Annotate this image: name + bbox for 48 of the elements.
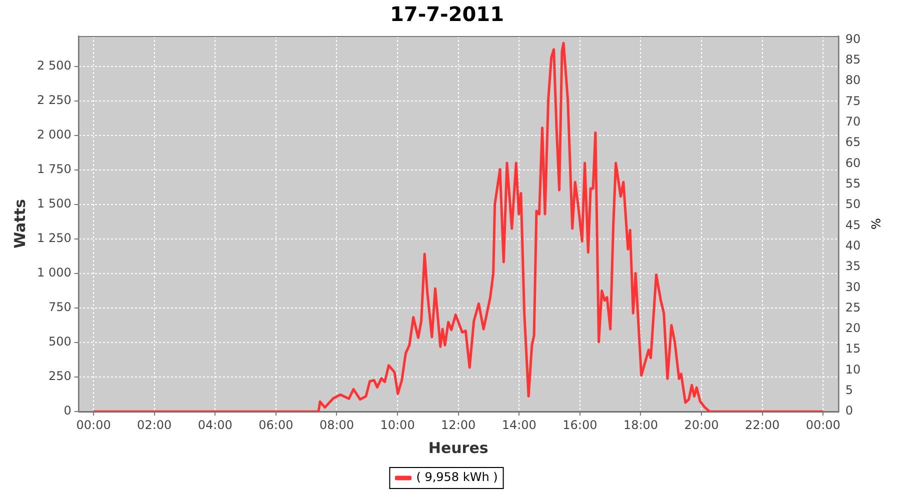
y-tick-label: 250 [48, 369, 72, 384]
x-tick-label: 08:00 [319, 418, 354, 432]
legend-label: ( 9,958 kWh ) [416, 470, 498, 484]
x-tick-label: 16:00 [562, 418, 598, 432]
x-tick-label: 02:00 [137, 418, 172, 432]
x-tick-label: 20:00 [684, 418, 719, 432]
x-tick-label: 06:00 [258, 418, 294, 432]
y-tick-label: 0 [64, 404, 72, 418]
x-tick-label: 00:00 [76, 418, 111, 432]
y2-tick-label: 20 [845, 321, 861, 336]
y-tick-label: 2 000 [36, 128, 72, 142]
y2-tick-label: 25 [845, 300, 861, 314]
y2-tick-label: 65 [845, 135, 861, 150]
x-axis-title: Heures [428, 438, 488, 457]
y2-tick-label: 10 [845, 362, 861, 376]
y-axis-title: Watts [10, 199, 29, 249]
y-tick-label: 1 000 [36, 266, 72, 280]
y2-tick-label: 75 [845, 94, 861, 108]
x-tick-label: 14:00 [502, 418, 536, 432]
y2-tick-label: 0 [845, 404, 853, 418]
y2-tick-label: 35 [845, 259, 861, 274]
y2-tick-label: 15 [845, 342, 861, 356]
y2-tick-label: 5 [845, 383, 853, 398]
y-tick-label: 2 250 [36, 93, 72, 108]
x-tick-label: 18:00 [623, 418, 658, 432]
y2-tick-label: 45 [845, 218, 861, 232]
x-tick-label: 12:00 [441, 418, 476, 432]
y-tick-label: 750 [48, 300, 72, 314]
y2-tick-label: 85 [845, 52, 861, 67]
y2-tick-label: 90 [845, 32, 861, 46]
x-tick-label: 10:00 [380, 418, 415, 432]
x-tick-label: 04:00 [198, 418, 232, 432]
y-tick-label: 2 500 [36, 58, 72, 73]
y-tick-label: 500 [48, 334, 72, 349]
y2-axis-title: % [868, 218, 883, 230]
y2-tick-label: 30 [845, 280, 861, 294]
y2-tick-label: 50 [845, 197, 861, 212]
y-tick-label: 1 500 [36, 196, 72, 211]
y2-tick-label: 55 [845, 176, 861, 190]
chart-title: 17-7-2011 [390, 2, 504, 26]
x-tick-label: 00:00 [806, 418, 840, 432]
x-tick-label: 22:00 [745, 418, 780, 432]
y-tick-label: 1 250 [36, 231, 72, 246]
y-tick-label: 1 750 [36, 162, 72, 176]
y2-tick-label: 60 [845, 156, 861, 170]
y2-tick-label: 40 [845, 238, 861, 252]
y2-tick-label: 70 [845, 114, 861, 128]
y2-tick-label: 80 [845, 73, 861, 88]
